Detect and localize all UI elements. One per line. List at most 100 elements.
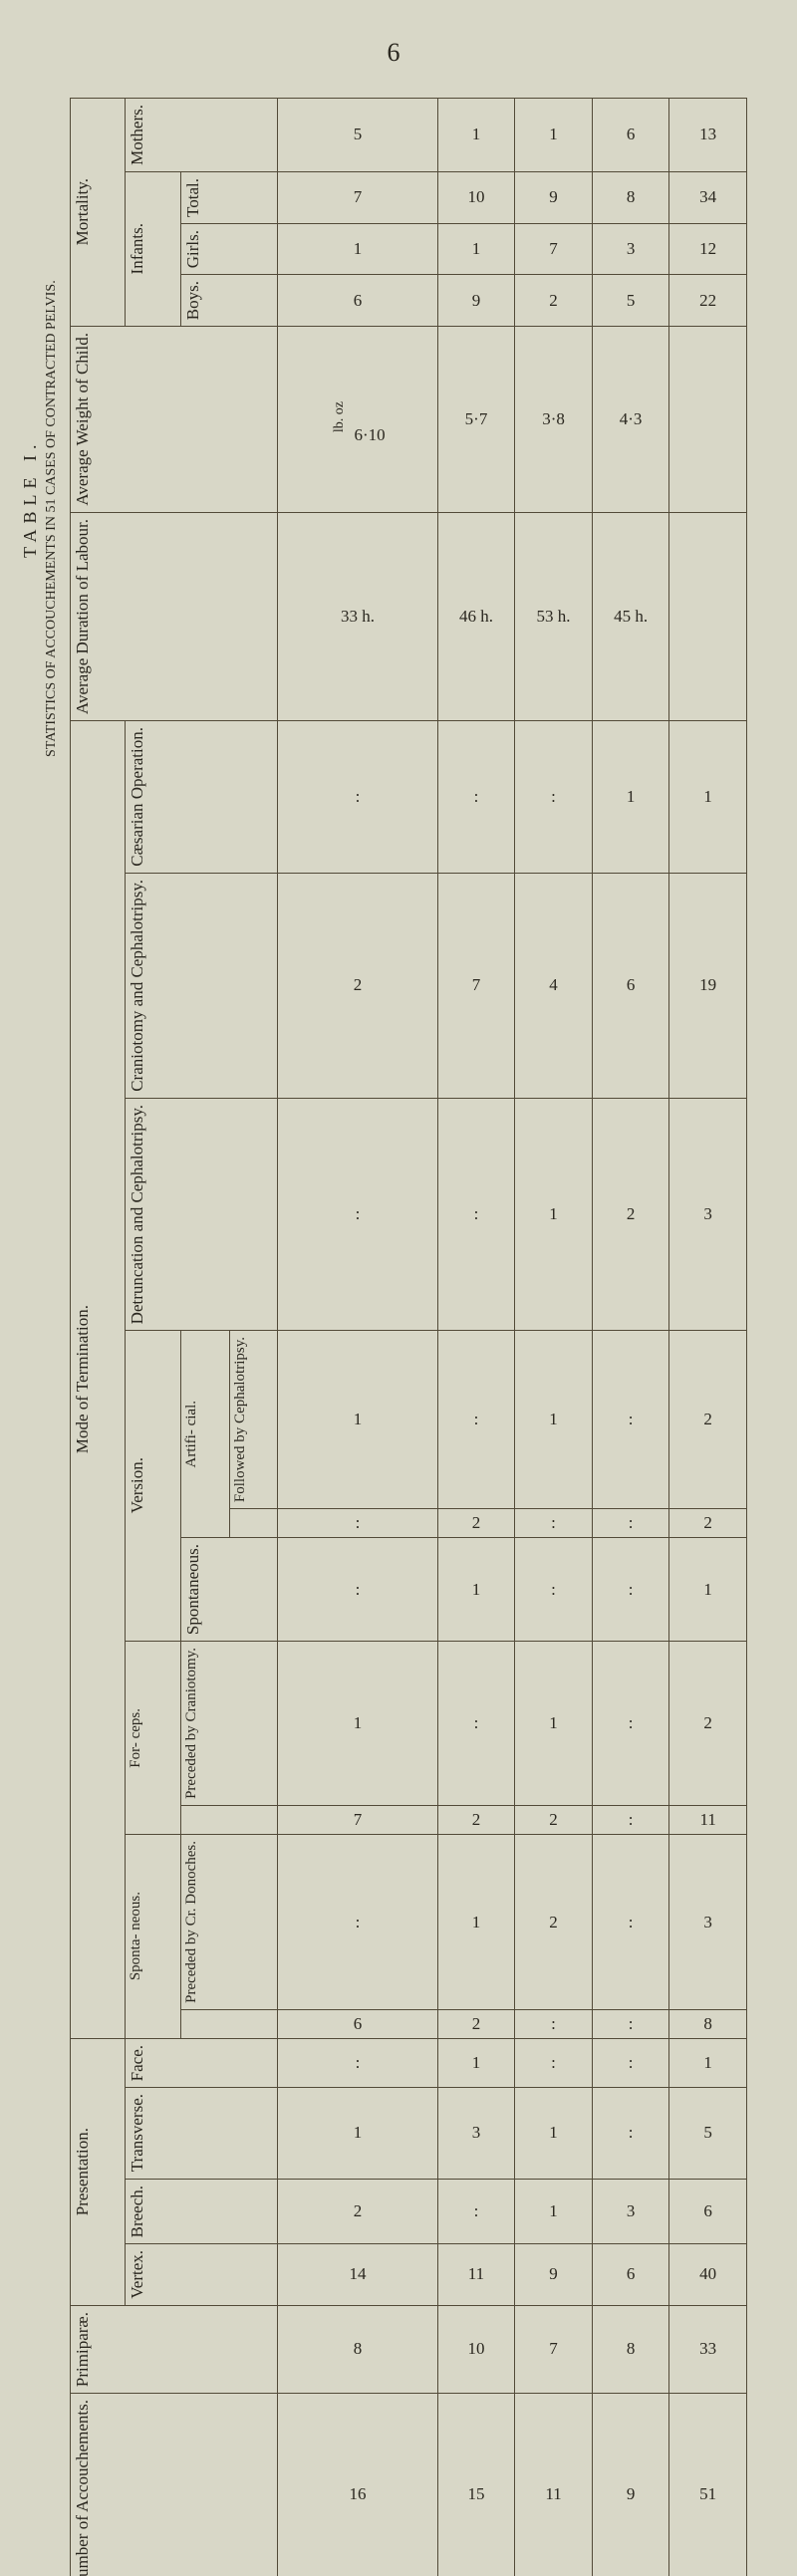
cell: 1 — [437, 1835, 515, 2010]
cell: : — [437, 2179, 515, 2243]
cell: 9 — [437, 275, 515, 327]
cell: 11 — [437, 2243, 515, 2305]
cell: 8 — [592, 2305, 669, 2393]
cell: 6 — [592, 99, 669, 172]
cell: 1 — [278, 1642, 437, 1806]
cell: lb. oz 6·10 — [278, 327, 437, 513]
cell: 10 — [437, 2305, 515, 2393]
cell: 3 — [592, 223, 669, 274]
cell: 1 — [437, 1538, 515, 1642]
cell: 22 — [669, 275, 747, 327]
cell: 7 — [278, 171, 437, 223]
cell: 2 — [592, 1098, 669, 1330]
table-row: For- ceps. Preceded by Craniotomy. 1 : 1… — [71, 1642, 747, 1806]
cell: 1 — [669, 1538, 747, 1642]
cell: 7 — [515, 2305, 593, 2393]
cell: 53 h. — [515, 512, 593, 720]
avg-dur-label: Average Duration of Labour. — [71, 513, 95, 720]
cell: 6 — [278, 275, 437, 327]
transverse-label: Transverse. — [126, 2088, 149, 2178]
sponta-label: Sponta- neous. — [126, 1886, 146, 1986]
cell: 2 — [278, 2179, 437, 2243]
cell: 5·7 — [437, 327, 515, 513]
cell: : — [437, 721, 515, 874]
prec-cranio-label: Preceded by Craniotomy. — [181, 1642, 202, 1805]
cell: 45 h. — [592, 512, 669, 720]
cell: 2 — [437, 1806, 515, 1835]
cell: 11 — [515, 2393, 593, 2576]
cell: 13 — [669, 99, 747, 172]
cell: : — [278, 1098, 437, 1330]
cell: 8 — [592, 171, 669, 223]
cell: 34 — [669, 171, 747, 223]
cell: 2 — [515, 1835, 593, 2010]
cell: 15 — [437, 2393, 515, 2576]
num-acc-label: Number of Accouchements. — [71, 2394, 95, 2576]
cell: : — [278, 1509, 437, 1538]
cell: 7 — [437, 873, 515, 1098]
cell: 2 — [669, 1642, 747, 1806]
table-row: Mortality. Mothers. 5 1 1 6 13 — [71, 99, 747, 172]
cell: 1 — [278, 1330, 437, 1508]
cell: : — [515, 2038, 593, 2087]
infants-label: Infants. — [126, 217, 149, 280]
cell: : — [592, 1835, 669, 2010]
cell: 7 — [278, 1806, 437, 1835]
table-row: Transverse. 1 3 1 : 5 — [71, 2088, 747, 2179]
cell: 1 — [669, 2038, 747, 2087]
table-row: Presentation. Face. : 1 : : 1 — [71, 2038, 747, 2087]
cell: 1 — [515, 1098, 593, 1330]
cell: 51 — [669, 2393, 747, 2576]
cell: 19 — [669, 873, 747, 1098]
cell: 1 — [437, 223, 515, 274]
cell: 14 — [278, 2243, 437, 2305]
cell: 11 — [669, 1806, 747, 1835]
presentation-label: Presentation. — [71, 2122, 95, 2221]
cell: 4·3 — [592, 327, 669, 513]
cell: 46 h. — [437, 512, 515, 720]
cell: 1 — [515, 99, 593, 172]
cell: 1 — [437, 2038, 515, 2087]
table-title: TABLE I. — [20, 438, 41, 558]
cell: 3 — [669, 1835, 747, 2010]
table-row: Number of Accouchements. 16 15 11 9 51 — [71, 2393, 747, 2576]
cell: : — [592, 1806, 669, 1835]
cell: : — [437, 1642, 515, 1806]
table-subtitle: STATISTICS OF ACCOUCHEMENTS IN 51 CASES … — [44, 280, 60, 757]
stats-table: Mortality. Mothers. 5 1 1 6 13 Infants. … — [70, 98, 747, 2576]
detr-ceph-label: Detruncation and Cephalotripsy. — [126, 1099, 149, 1330]
cell: 2 — [515, 1806, 593, 1835]
cell: 1 — [515, 1330, 593, 1508]
cell: 2 — [669, 1330, 747, 1508]
cell: 3 — [437, 2088, 515, 2179]
table-row: Version. Artifi- cial. Followed by Cepha… — [71, 1330, 747, 1508]
followed-ceph-label: Followed by Cephalotripsy. — [230, 1331, 251, 1508]
cell: 3 — [669, 1098, 747, 1330]
cell: : — [278, 1538, 437, 1642]
cell: 1 — [515, 2179, 593, 2243]
cell: 1 — [278, 223, 437, 274]
cell: 33 — [669, 2305, 747, 2393]
cell: 5 — [592, 275, 669, 327]
girls-label: Girls. — [181, 224, 205, 274]
forceps-label: For- ceps. — [126, 1702, 146, 1774]
cell: 8 — [669, 2009, 747, 2038]
table-row: Vertex. 14 11 9 6 40 — [71, 2243, 747, 2305]
mortality-label: Mortality. — [71, 172, 95, 251]
table-row: Primiparæ. 8 10 7 8 33 — [71, 2305, 747, 2393]
cell: 3 — [592, 2179, 669, 2243]
cell: 2 — [437, 1509, 515, 1538]
cell: 8 — [278, 2305, 437, 2393]
table-row: Average Duration of Labour. 33 h. 46 h. … — [71, 512, 747, 720]
cell: 10 — [437, 171, 515, 223]
cell: 1 — [669, 721, 747, 874]
cell: : — [592, 1538, 669, 1642]
cell: 2 — [515, 275, 593, 327]
table-row: Average Weight of Child. lb. oz 6·10 5·7… — [71, 327, 747, 513]
cell: 6 — [592, 873, 669, 1098]
cell: : — [592, 1330, 669, 1508]
cell: : — [437, 1098, 515, 1330]
cell: : — [515, 1509, 593, 1538]
cranio-ceph-label: Craniotomy and Cephalotripsy. — [126, 874, 149, 1098]
avg-weight-label: Average Weight of Child. — [71, 327, 95, 512]
